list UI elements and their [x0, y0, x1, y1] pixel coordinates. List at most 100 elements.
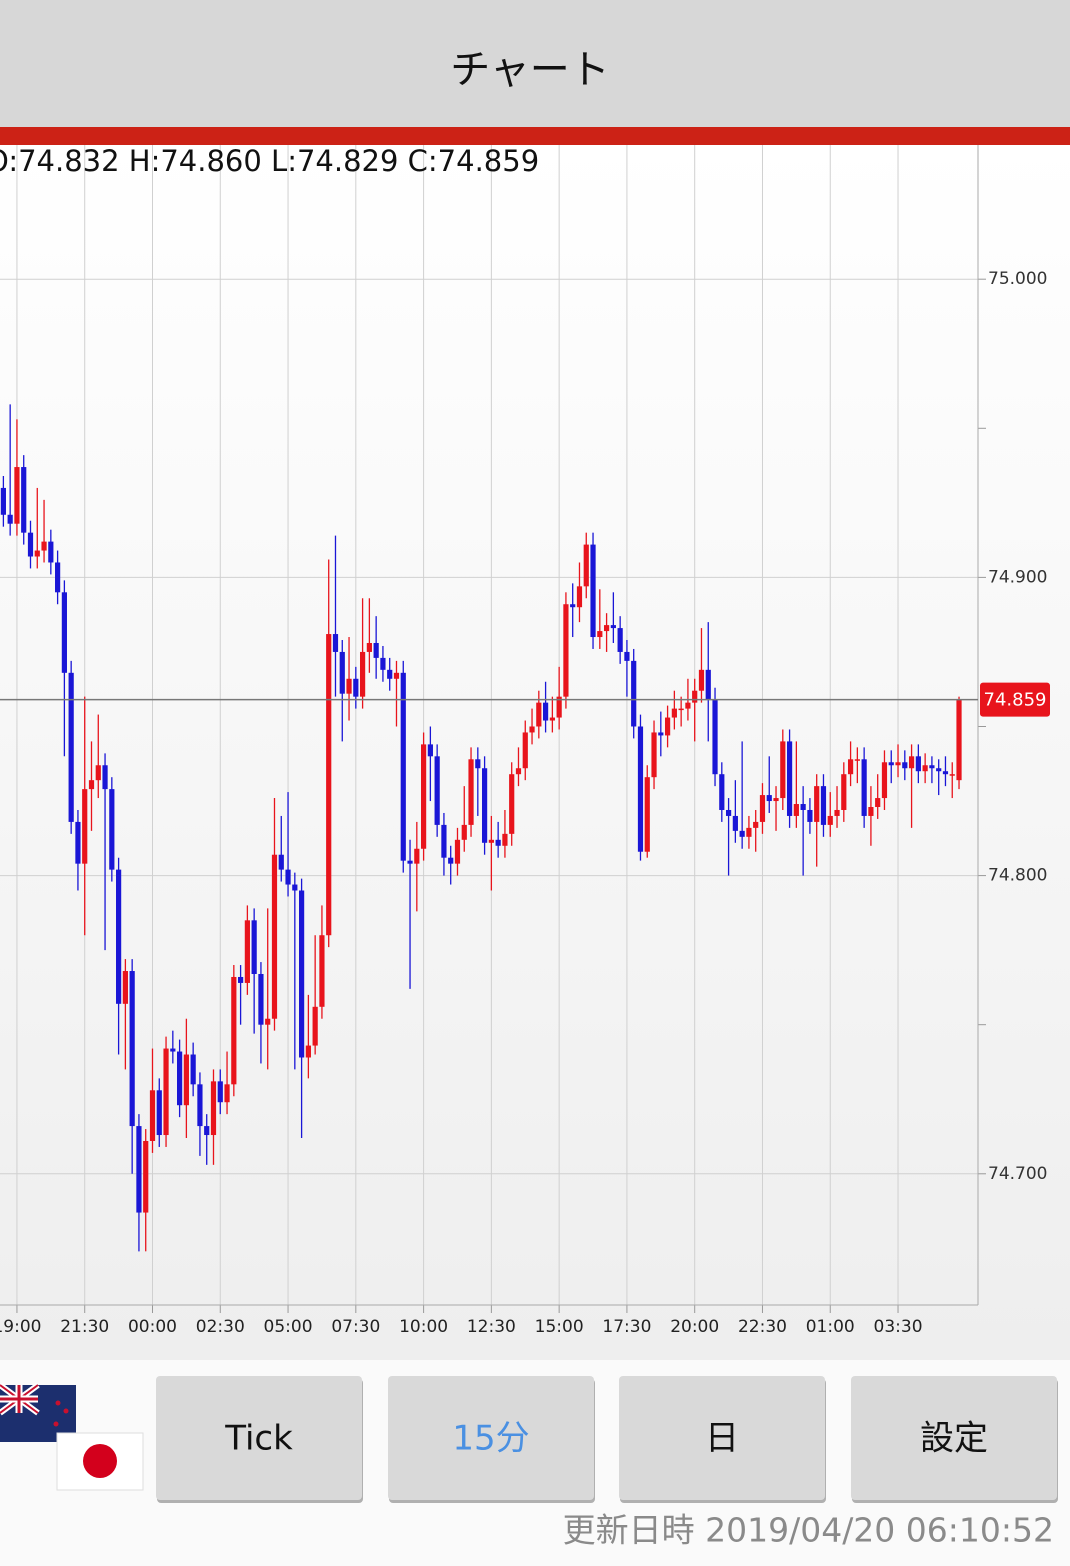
- candle-body: [292, 884, 298, 891]
- header: [0, 0, 1070, 127]
- candle-body: [610, 625, 616, 629]
- candle-body: [549, 717, 555, 721]
- candle-body: [773, 798, 779, 802]
- candle-body: [183, 1054, 189, 1106]
- candle-body: [495, 839, 501, 846]
- x-tick-label: 17:30: [602, 1317, 651, 1337]
- candle-body: [536, 702, 542, 727]
- x-tick-label: 07:30: [331, 1317, 380, 1337]
- button-label[interactable]: 15分: [452, 1419, 529, 1459]
- candle-body: [854, 759, 860, 761]
- candle-body: [814, 786, 820, 822]
- candle-body: [427, 744, 433, 757]
- candle-body: [312, 1006, 318, 1046]
- candle-body: [82, 789, 88, 864]
- candle-body: [41, 541, 47, 551]
- candle-body: [122, 971, 128, 1004]
- candle-body: [197, 1084, 203, 1127]
- candle-body: [827, 815, 833, 825]
- candle-body: [149, 1090, 156, 1141]
- candle-body: [542, 702, 549, 721]
- button-label[interactable]: 設定: [920, 1419, 988, 1459]
- candle-body: [908, 756, 915, 769]
- candle-body: [617, 628, 623, 652]
- candle-body: [746, 827, 752, 837]
- current-price-label: 74.859: [984, 690, 1047, 711]
- button[interactable]: [619, 1376, 825, 1500]
- candle-body: [339, 651, 345, 694]
- candle-body: [116, 869, 122, 1004]
- candle-body: [217, 1081, 223, 1103]
- x-tick-label: 05:00: [264, 1317, 313, 1337]
- candle-body: [231, 976, 237, 1085]
- candle-body: [163, 1048, 169, 1136]
- candle-body: [177, 1051, 183, 1106]
- candle-body: [509, 774, 515, 834]
- candle-body: [861, 759, 867, 816]
- candle-body: [597, 631, 603, 638]
- candle-body: [807, 809, 813, 822]
- candle-body: [793, 804, 799, 816]
- candle-body: [0, 487, 6, 515]
- button[interactable]: [388, 1376, 594, 1500]
- current-price-badge: [980, 682, 1050, 717]
- candle-body: [319, 935, 325, 1007]
- candle-body: [881, 762, 888, 799]
- candle-body: [21, 467, 27, 533]
- candle-body: [671, 708, 677, 718]
- y-tick-label: 75.000: [988, 269, 1047, 289]
- candle-body: [753, 821, 759, 828]
- candle-body: [55, 562, 61, 593]
- candle-body: [332, 634, 339, 652]
- candle-body: [61, 592, 67, 673]
- candle-body: [875, 798, 881, 808]
- candle-body: [285, 869, 291, 885]
- candle-body: [705, 669, 711, 700]
- candle-body: [95, 765, 101, 781]
- candle-body: [407, 860, 413, 864]
- candle-body: [936, 768, 942, 772]
- candle-body: [251, 920, 257, 974]
- y-tick-label: 74.900: [988, 567, 1047, 587]
- button-label[interactable]: 日: [705, 1419, 739, 1459]
- candle-body: [820, 786, 827, 825]
- candle-body: [624, 651, 630, 661]
- button[interactable]: [156, 1376, 362, 1500]
- candle-body: [170, 1048, 176, 1052]
- candle-body: [868, 807, 874, 816]
- candle-body: [271, 854, 278, 1019]
- candle-body: [88, 780, 95, 790]
- x-tick-label: 20:00: [670, 1317, 719, 1337]
- candle-body: [529, 726, 535, 733]
- candle-body: [658, 732, 664, 736]
- candle-body: [956, 699, 962, 781]
- candle-body: [434, 756, 440, 825]
- candle-body: [502, 833, 508, 846]
- candle-body: [129, 971, 135, 1127]
- candle-body: [380, 657, 386, 670]
- candle-body: [326, 634, 332, 936]
- button-label[interactable]: Tick: [224, 1419, 293, 1459]
- candle-body: [414, 848, 420, 864]
- candle-body: [583, 544, 589, 587]
- candle-body: [732, 815, 738, 831]
- candle-body: [109, 789, 115, 870]
- candle-body: [651, 732, 657, 778]
- candle-body: [258, 973, 264, 1025]
- candle-body: [780, 741, 786, 799]
- candle-body: [359, 651, 366, 697]
- candle-body: [678, 708, 684, 711]
- candle-body: [346, 678, 352, 694]
- candle-body: [14, 467, 20, 524]
- candle-body: [719, 774, 725, 810]
- button[interactable]: [851, 1376, 1057, 1500]
- candle-body: [190, 1054, 196, 1085]
- candle-body: [929, 765, 935, 769]
- candle-body: [603, 625, 610, 632]
- x-tick-label: 02:30: [196, 1317, 245, 1337]
- candle-body: [895, 762, 901, 766]
- y-tick-label: 74.700: [988, 1164, 1047, 1184]
- candle-body: [238, 976, 244, 983]
- candle-body: [712, 699, 718, 775]
